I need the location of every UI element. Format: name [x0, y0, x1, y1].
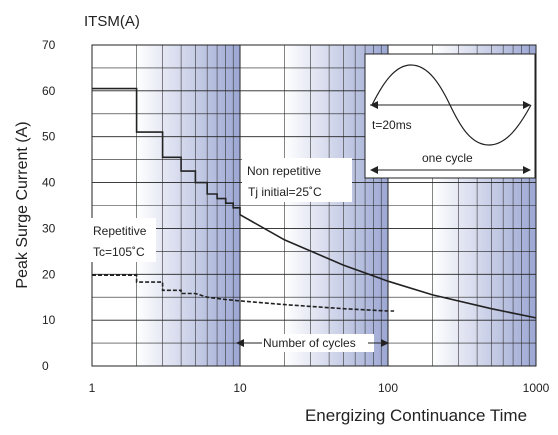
inset-waveform-panel: t=20ms one cycle — [364, 53, 536, 179]
unit-label: ITSM(A) — [84, 13, 140, 30]
non-repetitive-label: Non repetitive — [247, 164, 321, 178]
x-axis-label: Energizing Continuance Time — [305, 406, 527, 425]
y-tick-label: 0 — [42, 359, 49, 373]
y-tick-label: 20 — [42, 267, 56, 281]
y-tick-label: 40 — [42, 176, 56, 190]
inset-period-arrowhead-left — [370, 101, 378, 109]
y-tick-label: 30 — [42, 221, 56, 235]
x-axis-ticks: 1 10 100 1000 — [89, 381, 550, 395]
y-tick-label: 70 — [42, 38, 56, 52]
plot-frame — [91, 44, 537, 367]
cycles-label-bg — [248, 334, 374, 352]
y-tick-label: 60 — [42, 84, 56, 98]
inset-frame — [364, 53, 536, 179]
non-repetitive-condition: Tj initial=25˚C — [248, 185, 322, 199]
non-repetitive-label-bg — [242, 158, 352, 202]
y-axis-ticks: 0 10 20 30 40 50 60 70 — [42, 38, 56, 373]
x-tick-label: 10 — [233, 381, 247, 395]
repetitive-label-bg — [76, 218, 156, 262]
cycles-arrowhead-right — [381, 339, 389, 347]
series-line-non-repetitive — [92, 87, 537, 319]
series-layer — [92, 87, 537, 319]
x-tick-label: 1 — [89, 381, 96, 395]
cycles-arrowhead-left — [236, 339, 244, 347]
y-axis-label: Peak Surge Current (A) — [14, 121, 31, 288]
series-line-repetitive — [92, 274, 395, 312]
repetitive-label: Repetitive — [93, 224, 147, 238]
inset-period-label: t=20ms — [372, 118, 412, 132]
cycles-label: Number of cycles — [263, 336, 356, 350]
repetitive-condition: Tc=105˚C — [93, 245, 145, 259]
y-tick-label: 10 — [42, 313, 56, 327]
x-tick-label: 100 — [378, 381, 398, 395]
inset-period-arrowhead-right — [523, 101, 531, 109]
inset-cycle-arrowhead-right — [523, 166, 531, 174]
inset-cycle-label: one cycle — [422, 151, 473, 165]
x-tick-label: 1000 — [523, 381, 550, 395]
y-tick-label: 50 — [42, 130, 56, 144]
inset-cycle-arrowhead-left — [370, 166, 378, 174]
